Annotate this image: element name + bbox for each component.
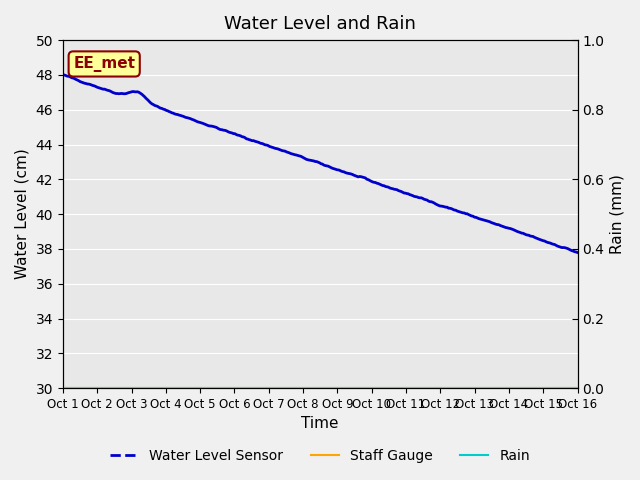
X-axis label: Time: Time	[301, 417, 339, 432]
Title: Water Level and Rain: Water Level and Rain	[224, 15, 416, 33]
Y-axis label: Rain (mm): Rain (mm)	[610, 174, 625, 254]
Text: EE_met: EE_met	[73, 56, 135, 72]
Y-axis label: Water Level (cm): Water Level (cm)	[15, 149, 30, 279]
Legend: Water Level Sensor, Staff Gauge, Rain: Water Level Sensor, Staff Gauge, Rain	[105, 443, 535, 468]
